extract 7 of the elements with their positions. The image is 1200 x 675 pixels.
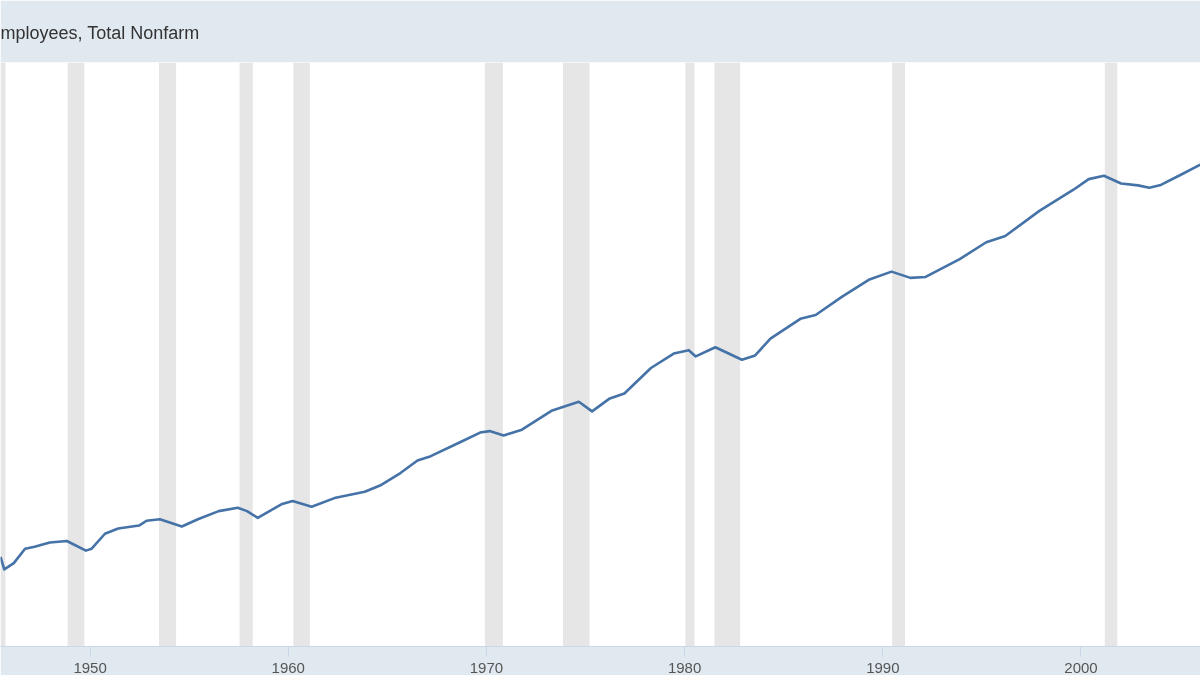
chart-title: mployees, Total Nonfarm [0, 22, 200, 43]
x-tick-label: 1970 [469, 658, 504, 675]
x-tick-label: 1960 [271, 658, 305, 675]
x-tick-label: 1990 [866, 658, 900, 675]
x-tick-label: 1980 [667, 658, 702, 675]
x-tick-label: 2000 [1064, 658, 1098, 675]
x-tick-label: 1950 [73, 658, 107, 675]
